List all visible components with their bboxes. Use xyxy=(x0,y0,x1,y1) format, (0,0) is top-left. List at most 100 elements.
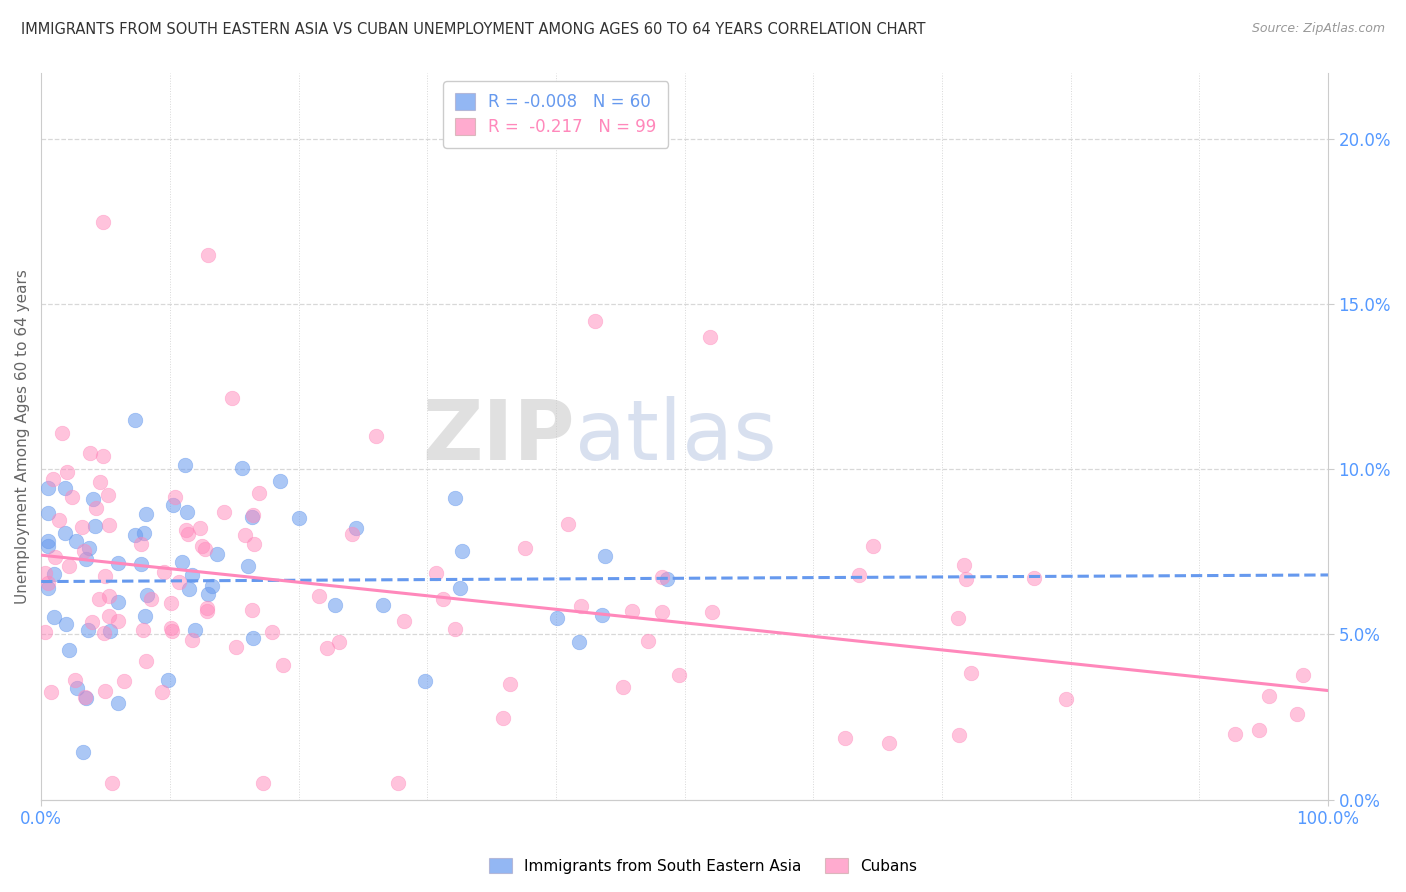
Point xyxy=(73,690,96,704)
Point xyxy=(48,513,70,527)
Point xyxy=(650,570,672,584)
Point xyxy=(160,624,183,639)
Point xyxy=(946,611,969,625)
Point xyxy=(135,654,157,668)
Point xyxy=(432,592,454,607)
Point xyxy=(165,490,187,504)
Point xyxy=(180,568,202,582)
Text: atlas: atlas xyxy=(575,396,778,476)
Point xyxy=(162,499,184,513)
Point xyxy=(180,633,202,648)
Point xyxy=(176,505,198,519)
Point xyxy=(848,567,870,582)
Point xyxy=(242,631,264,645)
Point xyxy=(174,458,197,472)
Point xyxy=(569,599,592,613)
Point xyxy=(197,247,219,261)
Point xyxy=(135,588,157,602)
Point xyxy=(205,547,228,561)
Point xyxy=(699,330,721,344)
Point xyxy=(89,475,111,490)
Point xyxy=(132,525,155,540)
Point xyxy=(135,508,157,522)
Point xyxy=(77,623,100,637)
Point xyxy=(328,635,350,649)
Point xyxy=(53,481,76,495)
Point xyxy=(176,523,198,537)
Point xyxy=(97,488,120,502)
Point xyxy=(37,575,59,590)
Point xyxy=(75,552,97,566)
Point xyxy=(191,539,214,553)
Point xyxy=(948,727,970,741)
Point xyxy=(98,518,121,533)
Point xyxy=(325,598,347,612)
Point xyxy=(231,460,253,475)
Point xyxy=(37,506,59,520)
Point xyxy=(240,510,263,524)
Point xyxy=(51,426,73,441)
Point xyxy=(107,614,129,628)
Point xyxy=(150,685,173,699)
Point xyxy=(568,635,591,649)
Point xyxy=(65,673,87,688)
Point xyxy=(131,558,153,572)
Point xyxy=(364,429,387,443)
Point xyxy=(592,608,614,623)
Point xyxy=(862,539,884,553)
Point xyxy=(83,519,105,533)
Point xyxy=(65,534,87,549)
Text: IMMIGRANTS FROM SOUTH EASTERN ASIA VS CUBAN UNEMPLOYMENT AMONG AGES 60 TO 64 YEA: IMMIGRANTS FROM SOUTH EASTERN ASIA VS CU… xyxy=(21,22,925,37)
Point xyxy=(107,696,129,710)
Point xyxy=(97,589,120,603)
Point xyxy=(58,559,80,574)
Text: ZIP: ZIP xyxy=(423,396,575,476)
Point xyxy=(1286,707,1309,722)
Point xyxy=(34,566,56,581)
Point xyxy=(141,592,163,607)
Point xyxy=(160,596,183,610)
Point xyxy=(197,587,219,601)
Point xyxy=(37,539,59,553)
Point xyxy=(444,623,467,637)
Point xyxy=(93,684,115,698)
Point xyxy=(657,572,679,586)
Point xyxy=(37,581,59,595)
Point xyxy=(637,633,659,648)
Point xyxy=(73,544,96,558)
Point xyxy=(1292,668,1315,682)
Point xyxy=(37,534,59,549)
Point xyxy=(260,624,283,639)
Point xyxy=(201,579,224,593)
Point xyxy=(1022,571,1045,585)
Point xyxy=(87,592,110,607)
Point xyxy=(170,555,193,569)
Point xyxy=(80,615,103,629)
Point xyxy=(612,680,634,694)
Point xyxy=(212,505,235,519)
Point xyxy=(44,549,66,564)
Point xyxy=(247,486,270,500)
Point xyxy=(91,214,114,228)
Point xyxy=(34,624,56,639)
Point xyxy=(77,541,100,555)
Point xyxy=(955,572,977,586)
Point xyxy=(44,567,66,582)
Point xyxy=(700,605,723,619)
Point xyxy=(93,626,115,640)
Point xyxy=(177,527,200,541)
Point xyxy=(112,674,135,689)
Point xyxy=(107,595,129,609)
Point xyxy=(236,558,259,573)
Point xyxy=(546,610,568,624)
Point xyxy=(425,566,447,581)
Point xyxy=(252,776,274,790)
Point xyxy=(340,527,363,541)
Point xyxy=(65,681,87,695)
Point xyxy=(124,528,146,542)
Point xyxy=(101,776,124,790)
Point xyxy=(315,640,337,655)
Legend: R = -0.008   N = 60, R =  -0.217   N = 99: R = -0.008 N = 60, R = -0.217 N = 99 xyxy=(443,81,668,148)
Point xyxy=(593,549,616,563)
Point xyxy=(413,674,436,689)
